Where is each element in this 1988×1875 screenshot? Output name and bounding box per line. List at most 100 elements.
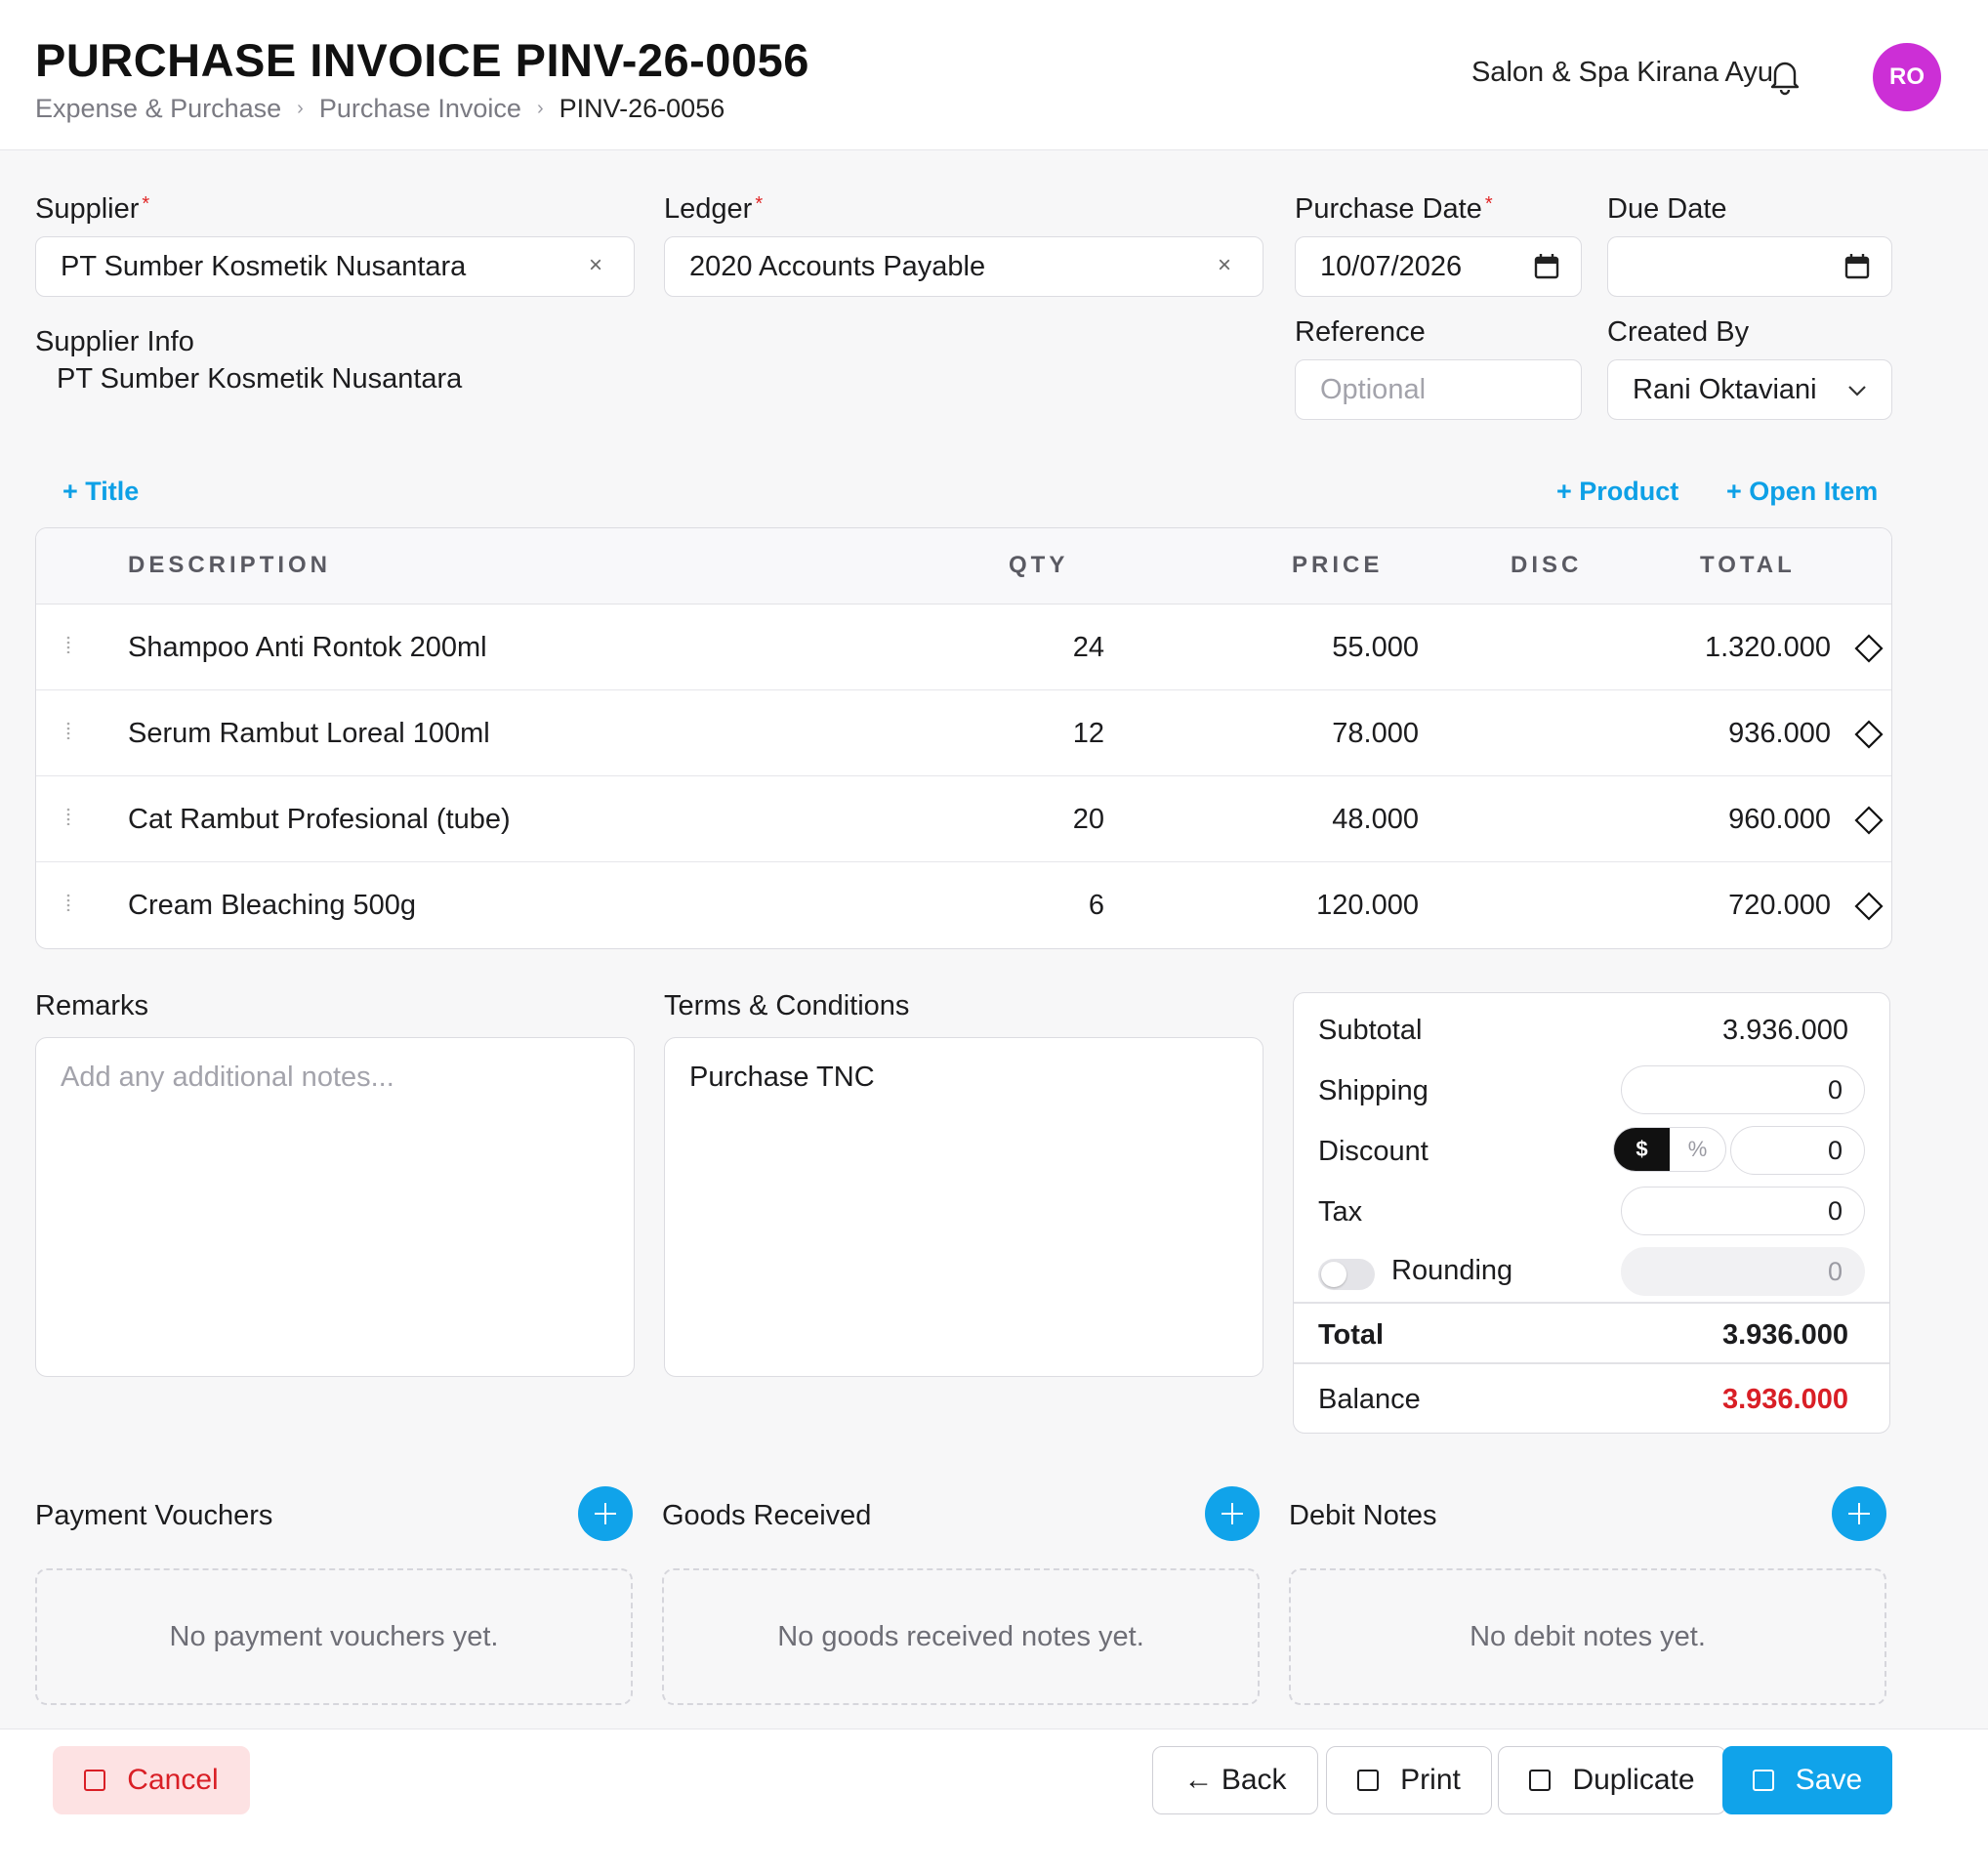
tax-input[interactable]: 0 (1621, 1187, 1865, 1235)
debit-notes-title: Debit Notes (1289, 1500, 1437, 1531)
back-label: ← Back (1183, 1764, 1287, 1796)
column-header-price: PRICE (1292, 552, 1384, 578)
row-price[interactable]: 48.000 (1332, 804, 1419, 835)
print-icon (1357, 1770, 1380, 1791)
save-icon (1752, 1770, 1774, 1791)
breadcrumb-item-current: PINV-26-0056 (559, 94, 725, 123)
calendar-icon[interactable] (1534, 253, 1559, 280)
column-header-disc: DISC (1511, 552, 1583, 578)
back-button[interactable]: ← Back (1152, 1746, 1318, 1814)
terms-textarea[interactable]: Purchase TNC (664, 1037, 1263, 1377)
duplicate-label: Duplicate (1572, 1764, 1695, 1796)
ledger-select[interactable]: 2020 Accounts Payable × (664, 236, 1263, 297)
table-row[interactable]: Cream Bleaching 500g 6 120.000 720.000 (36, 862, 1891, 948)
drag-handle-icon[interactable] (65, 722, 71, 739)
reference-input[interactable]: Optional (1295, 359, 1582, 420)
shipping-label: Shipping (1318, 1075, 1429, 1106)
add-open-item-button[interactable]: + Open Item (1726, 477, 1879, 506)
table-row[interactable]: Serum Rambut Loreal 100ml 12 78.000 936.… (36, 690, 1891, 776)
created-by-value: Rani Oktaviani (1633, 373, 1817, 405)
company-name: Salon & Spa Kirana Ayu (1470, 57, 1773, 88)
shipping-input[interactable]: 0 (1621, 1065, 1865, 1114)
summary-divider (1294, 1362, 1889, 1364)
drag-handle-icon[interactable] (65, 808, 71, 825)
column-header-description: DESCRIPTION (128, 552, 332, 578)
breadcrumb-item-expense-purchase[interactable]: Expense & Purchase (35, 94, 282, 123)
supplier-label: Supplier * (35, 193, 150, 225)
row-qty[interactable]: 12 (1072, 718, 1104, 749)
drag-handle-icon[interactable] (65, 636, 71, 653)
row-description[interactable]: Serum Rambut Loreal 100ml (128, 718, 490, 749)
clear-supplier-icon[interactable]: × (589, 252, 603, 278)
plus-icon (1222, 1503, 1243, 1524)
add-payment-voucher-button[interactable] (578, 1486, 633, 1541)
supplier-select[interactable]: PT Sumber Kosmetik Nusantara × (35, 236, 635, 297)
avatar[interactable]: RO (1873, 43, 1941, 111)
discount-input[interactable]: 0 (1730, 1126, 1865, 1175)
cancel-button[interactable]: Cancel (53, 1746, 250, 1814)
duplicate-button[interactable]: Duplicate (1498, 1746, 1726, 1814)
drag-handle-icon[interactable] (65, 894, 71, 911)
discount-amount-option[interactable]: $ (1614, 1128, 1670, 1171)
row-options-icon[interactable] (1854, 806, 1884, 835)
summary-panel: Subtotal 3.936.000 Shipping 0 Discount $… (1293, 992, 1890, 1434)
add-product-button[interactable]: + Product (1556, 477, 1679, 506)
clear-ledger-icon[interactable]: × (1218, 252, 1232, 278)
chevron-down-icon (1848, 386, 1866, 396)
row-qty[interactable]: 6 (1088, 890, 1104, 921)
discount-mode-toggle[interactable]: $ % (1613, 1127, 1726, 1172)
bell-icon[interactable] (1767, 57, 1802, 96)
column-header-qty: QTY (1009, 552, 1069, 578)
row-options-icon[interactable] (1854, 720, 1884, 749)
calendar-icon[interactable] (1844, 253, 1870, 280)
created-by-label: Created By (1607, 316, 1750, 348)
purchase-date-input[interactable]: 10/07/2026 (1295, 236, 1582, 297)
toggle-knob (1321, 1262, 1346, 1287)
breadcrumb: Expense & Purchase › Purchase Invoice › … (35, 94, 725, 124)
row-price[interactable]: 120.000 (1316, 890, 1419, 921)
row-options-icon[interactable] (1854, 634, 1884, 663)
remarks-label: Remarks (35, 990, 149, 1021)
table-row[interactable]: Cat Rambut Profesional (tube) 20 48.000 … (36, 776, 1891, 862)
supplier-value: PT Sumber Kosmetik Nusantara (61, 250, 467, 282)
add-title-button[interactable]: + Title (62, 477, 140, 506)
breadcrumb-item-purchase-invoice[interactable]: Purchase Invoice (318, 94, 521, 123)
payment-vouchers-title: Payment Vouchers (35, 1500, 273, 1531)
goods-received-empty: No goods received notes yet. (662, 1568, 1260, 1705)
debit-notes-empty: No debit notes yet. (1289, 1568, 1886, 1705)
column-header-total: TOTAL (1700, 552, 1796, 578)
purchase-date-value: 10/07/2026 (1320, 250, 1463, 282)
required-mark: * (1484, 193, 1493, 215)
discount-percent-option[interactable]: % (1687, 1137, 1708, 1161)
required-mark: * (142, 193, 150, 215)
total-label: Total (1318, 1319, 1385, 1351)
discount-label: Discount (1318, 1136, 1429, 1167)
plus-icon (1848, 1503, 1870, 1524)
row-description[interactable]: Cat Rambut Profesional (tube) (128, 804, 511, 835)
row-description[interactable]: Cream Bleaching 500g (128, 890, 417, 921)
row-options-icon[interactable] (1854, 892, 1884, 921)
row-description[interactable]: Shampoo Anti Rontok 200ml (128, 632, 487, 663)
cancel-label: Cancel (127, 1764, 219, 1796)
save-button[interactable]: Save (1722, 1746, 1892, 1814)
rounding-toggle[interactable] (1318, 1259, 1375, 1290)
due-date-input[interactable] (1607, 236, 1892, 297)
supplier-info-label: Supplier Info (35, 326, 194, 357)
table-row[interactable]: Shampoo Anti Rontok 200ml 24 55.000 1.32… (36, 604, 1891, 690)
add-debit-note-button[interactable] (1832, 1486, 1886, 1541)
remarks-textarea[interactable]: Add any additional notes... (35, 1037, 635, 1377)
row-price[interactable]: 55.000 (1332, 632, 1419, 663)
purchase-date-label: Purchase Date * (1295, 193, 1493, 225)
rounding-input: 0 (1621, 1247, 1865, 1296)
row-total: 936.000 (1728, 718, 1831, 749)
row-price[interactable]: 78.000 (1332, 718, 1419, 749)
add-goods-received-button[interactable] (1205, 1486, 1260, 1541)
row-qty[interactable]: 20 (1072, 804, 1104, 835)
tax-label: Tax (1318, 1196, 1363, 1228)
row-qty[interactable]: 24 (1072, 632, 1104, 663)
created-by-select[interactable]: Rani Oktaviani (1607, 359, 1892, 420)
breadcrumb-separator-icon: › (297, 98, 304, 119)
terms-label: Terms & Conditions (664, 990, 910, 1021)
print-button[interactable]: Print (1326, 1746, 1492, 1814)
summary-divider (1294, 1302, 1889, 1304)
